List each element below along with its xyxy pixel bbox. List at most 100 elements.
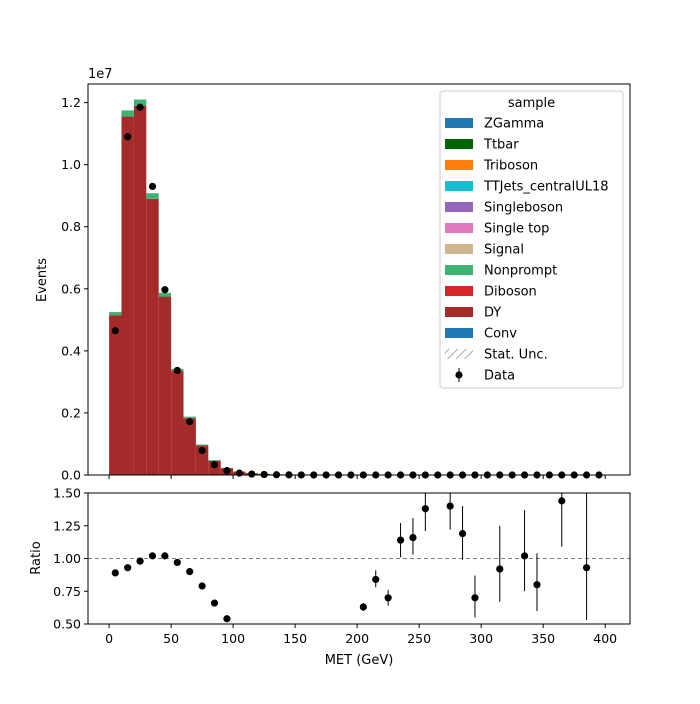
legend: sample ZGamma Ttbar Triboson TTJets_centralU… <box>440 91 623 388</box>
legend-entry-ttbar-label: Ttbar <box>483 138 519 153</box>
data-point <box>199 447 206 454</box>
legend-entry-stat-unc--label: Stat. Unc. <box>484 348 548 363</box>
ratio-point <box>136 558 143 565</box>
x-tick-label: 200 <box>345 631 369 646</box>
y-tick-label: 1.2 <box>61 95 81 110</box>
ratio-point <box>211 599 218 606</box>
legend-entry-conv-label: Conv <box>484 327 517 342</box>
x-tick-label: 400 <box>593 631 617 646</box>
legend-entry-nonprompt-label: Nonprompt <box>484 264 557 279</box>
data-point <box>223 467 230 474</box>
ratio-point <box>186 568 193 575</box>
ratio-point <box>385 594 392 601</box>
x-tick-label: 250 <box>407 631 431 646</box>
bar-dy <box>109 315 121 475</box>
y-tick-label: 0.6 <box>61 281 81 296</box>
bar-nonprompt <box>146 193 158 199</box>
x-tick-label: 100 <box>221 631 245 646</box>
bar-dy <box>121 117 133 475</box>
legend-entry-signal-label: Signal <box>484 243 524 258</box>
legend-entry-diboson-swatch <box>445 286 473 296</box>
data-point <box>186 418 193 425</box>
legend-title: sample <box>508 96 555 111</box>
legend-entry-triboson-swatch <box>445 160 473 170</box>
ratio-y-tick-label: 1.50 <box>53 486 81 501</box>
y-tick-label: 0.4 <box>61 343 81 358</box>
legend-entry-triboson-label: Triboson <box>483 159 538 174</box>
legend-entry-data-label: Data <box>484 369 515 384</box>
ratio-point <box>199 582 206 589</box>
legend-entry-single-top-swatch <box>445 223 473 233</box>
legend-entry-stat-unc--swatch <box>445 349 473 359</box>
data-point <box>124 133 131 140</box>
bar-nonprompt <box>184 417 196 419</box>
bar-nonprompt <box>208 460 220 461</box>
legend-entry-zgamma-swatch <box>445 118 473 128</box>
legend-entry-ttjets-centralul18-swatch <box>445 181 473 191</box>
legend-box <box>440 91 623 388</box>
bar-dy <box>134 106 146 475</box>
bar-dy <box>146 199 158 475</box>
ratio-point <box>459 530 466 537</box>
x-tick-label: 300 <box>469 631 493 646</box>
ratio-point <box>422 505 429 512</box>
legend-entry-signal-swatch <box>445 244 473 254</box>
ratio-point <box>124 564 131 571</box>
bar-dy <box>171 371 183 475</box>
data-point <box>236 470 243 477</box>
bar-nonprompt <box>121 110 133 116</box>
y-multiplier-label: 1e7 <box>88 67 113 82</box>
legend-entry-zgamma-label: ZGamma <box>484 117 544 132</box>
legend-entry-data-marker <box>455 371 462 378</box>
ratio-point <box>409 534 416 541</box>
ratio-point <box>471 594 478 601</box>
y-tick-label: 0.8 <box>61 219 81 234</box>
y-tick-label: 0.2 <box>61 405 81 420</box>
ratio-y-tick-label: 0.75 <box>53 584 81 599</box>
ratio-point <box>112 569 119 576</box>
ratio-point <box>223 615 230 622</box>
legend-entry-ttbar-swatch <box>445 139 473 149</box>
y-tick-label: 0.0 <box>61 468 81 483</box>
x-tick-label: 50 <box>163 631 179 646</box>
bar-nonprompt <box>196 445 208 446</box>
data-point <box>174 367 181 374</box>
data-point <box>211 461 218 468</box>
x-tick-label: 150 <box>283 631 307 646</box>
ratio-point <box>372 576 379 583</box>
data-point <box>161 286 168 293</box>
bar-dy <box>184 418 196 475</box>
ratio-y-axis-label: Ratio <box>29 541 44 574</box>
ratio-point <box>496 565 503 572</box>
ratio-point <box>583 564 590 571</box>
ratio-point <box>161 552 168 559</box>
ratio-point <box>558 497 565 504</box>
bar-nonprompt <box>109 312 121 315</box>
legend-entry-single-top-label: Single top <box>484 222 549 237</box>
ratio-point <box>174 559 181 566</box>
ratio-point <box>397 537 404 544</box>
ratio-point <box>360 603 367 610</box>
ratio-y-tick-label: 1.00 <box>53 551 81 566</box>
main-panel: 0.0 0.2 0.4 0.6 0.8 1.0 1.2 1e7 Events sample Z… <box>35 67 630 483</box>
legend-entry-conv-swatch <box>445 328 473 338</box>
x-axis-label: MET (GeV) <box>325 653 394 668</box>
legend-entry-diboson-label: Diboson <box>484 285 537 300</box>
ratio-point <box>533 581 540 588</box>
legend-entry-dy-swatch <box>445 307 473 317</box>
ratio-y-tick-label: 1.25 <box>53 518 81 533</box>
y-axis-label: Events <box>35 258 50 302</box>
ratio-point <box>521 552 528 559</box>
y-tick-label: 1.0 <box>61 157 81 172</box>
data-point <box>112 327 119 334</box>
ratio-point <box>447 503 454 510</box>
data-point <box>248 470 255 477</box>
bar-nonprompt <box>159 293 171 297</box>
data-point <box>149 183 156 190</box>
legend-entry-ttjets-centralul18-label: TTJets_centralUL18 <box>483 180 609 195</box>
ratio-point <box>149 552 156 559</box>
legend-entry-singleboson-label: Singleboson <box>484 201 563 216</box>
bar-dy <box>159 297 171 475</box>
legend-entry-nonprompt-swatch <box>445 265 473 275</box>
